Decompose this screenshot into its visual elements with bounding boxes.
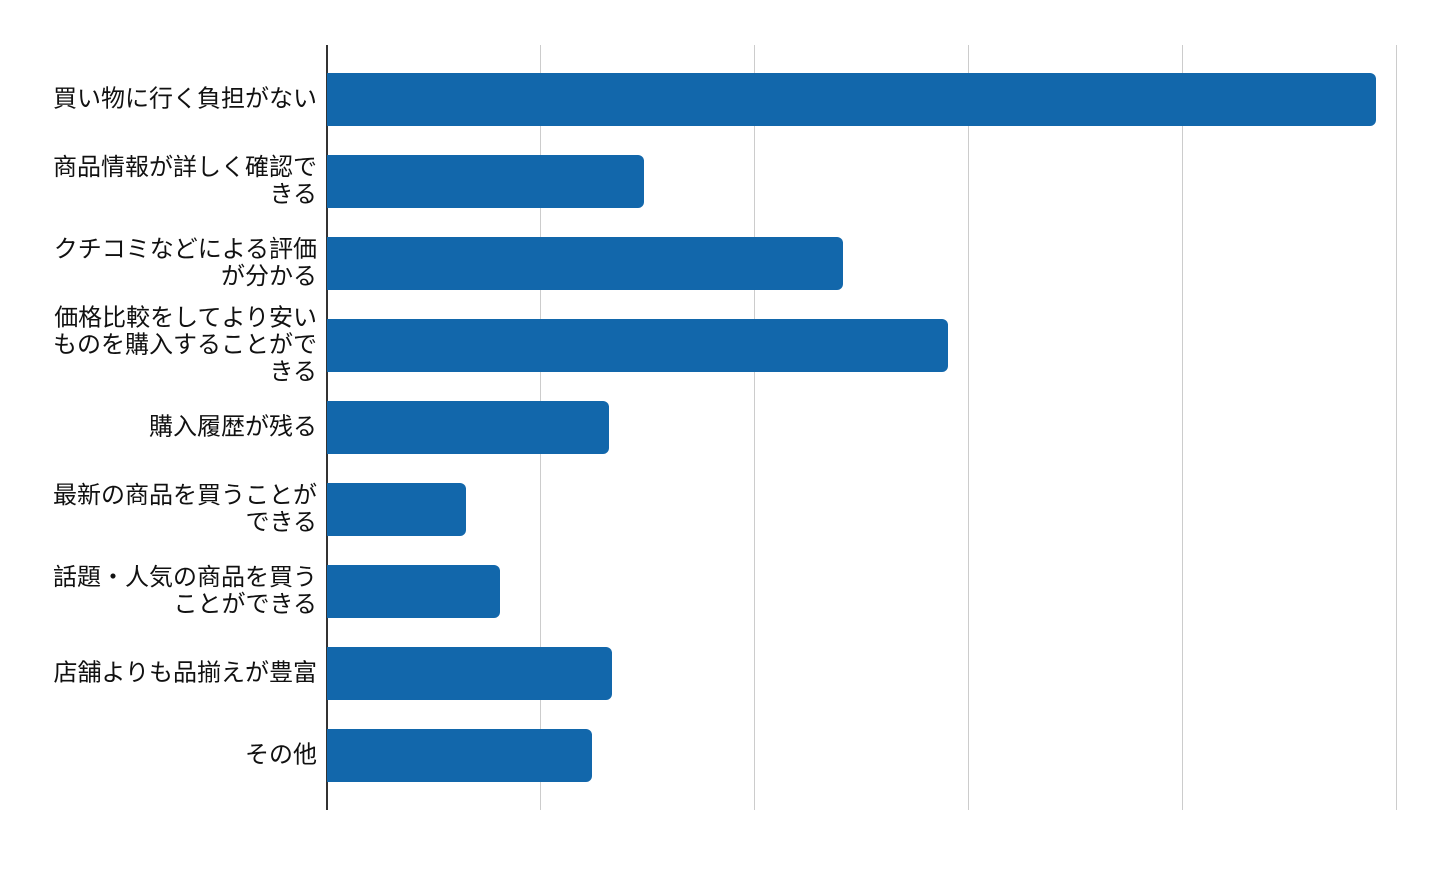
bar	[327, 482, 467, 536]
category-label: 価格比較をしてより安い ものを購入することがで きる	[53, 304, 317, 386]
bar	[327, 154, 644, 208]
bar-row: 商品情報が詳しく確認で きる	[53, 140, 1397, 222]
bar	[327, 318, 948, 372]
bar	[327, 728, 593, 782]
bar	[327, 400, 610, 454]
category-label: 購入履歴が残る	[149, 413, 317, 441]
category-label: 買い物に行く負担がない	[53, 85, 317, 113]
bar-row: その他	[245, 714, 1397, 796]
gridline	[754, 45, 755, 810]
bar-row: 価格比較をしてより安い ものを購入することがで きる	[53, 304, 1397, 386]
bar	[327, 72, 1376, 126]
category-label: 商品情報が詳しく確認で きる	[53, 154, 317, 208]
gridline	[968, 45, 969, 810]
category-label: 店舗よりも品揃えが豊富	[53, 659, 317, 687]
bar-rows: 買い物に行く負担がない 商品情報が詳しく確認で きる クチコミなどによる評価 が…	[53, 45, 1397, 810]
bar	[327, 646, 612, 700]
bar-row: クチコミなどによる評価 が分かる	[54, 222, 1397, 304]
bar	[327, 236, 843, 290]
gridline	[1396, 45, 1397, 810]
bar-row: 店舗よりも品揃えが豊富	[53, 632, 1397, 714]
category-label: 最新の商品を買うことが できる	[53, 482, 317, 536]
bar-row: 話題・人気の商品を買う ことができる	[53, 550, 1397, 632]
bar-row: 購入履歴が残る	[149, 386, 1397, 468]
plot-area: 買い物に行く負担がない 商品情報が詳しく確認で きる クチコミなどによる評価 が…	[53, 45, 1397, 810]
bar	[327, 564, 501, 618]
category-label: 話題・人気の商品を買う ことができる	[53, 564, 317, 618]
gridline	[1182, 45, 1183, 810]
bar-row: 買い物に行く負担がない	[53, 58, 1397, 140]
bar-row: 最新の商品を買うことが できる	[53, 468, 1397, 550]
category-label: その他	[245, 741, 317, 769]
category-label: クチコミなどによる評価 が分かる	[53, 236, 317, 290]
